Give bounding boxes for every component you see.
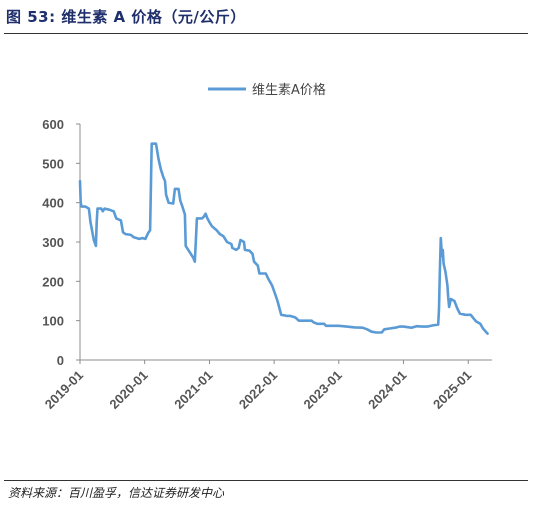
x-tick-label: 2020-01 (106, 368, 150, 412)
y-tick-label: 100 (42, 314, 64, 329)
y-tick-label: 500 (42, 156, 64, 171)
y-tick-label: 0 (57, 353, 64, 368)
x-tick-label: 2024-01 (365, 368, 409, 412)
legend-label: 维生素A价格 (252, 82, 326, 98)
x-tick-label: 2022-01 (236, 368, 280, 412)
series-line-vitamin-a (78, 142, 489, 335)
x-tick-label: 2023-01 (301, 368, 345, 412)
y-tick-label: 200 (42, 274, 64, 289)
footer-divider (4, 480, 528, 481)
x-tick-label: 2025-01 (430, 368, 474, 412)
y-tick-label: 400 (42, 196, 64, 211)
price-line-chart: 0 100 200 300 400 500 600 2019-01 2020-01 2021-01… (42, 82, 492, 412)
y-tick-label: 600 (42, 117, 64, 132)
title-divider (4, 33, 528, 34)
source-note: 资料来源：百川盈孚，信达证券研发中心 (8, 486, 225, 500)
x-tick-label: 2019-01 (42, 368, 86, 412)
x-tick-label: 2021-01 (171, 368, 215, 412)
y-tick-label: 300 (42, 235, 64, 250)
figure-title: 图 53: 维生素 A 价格（元/公斤） (6, 8, 246, 26)
